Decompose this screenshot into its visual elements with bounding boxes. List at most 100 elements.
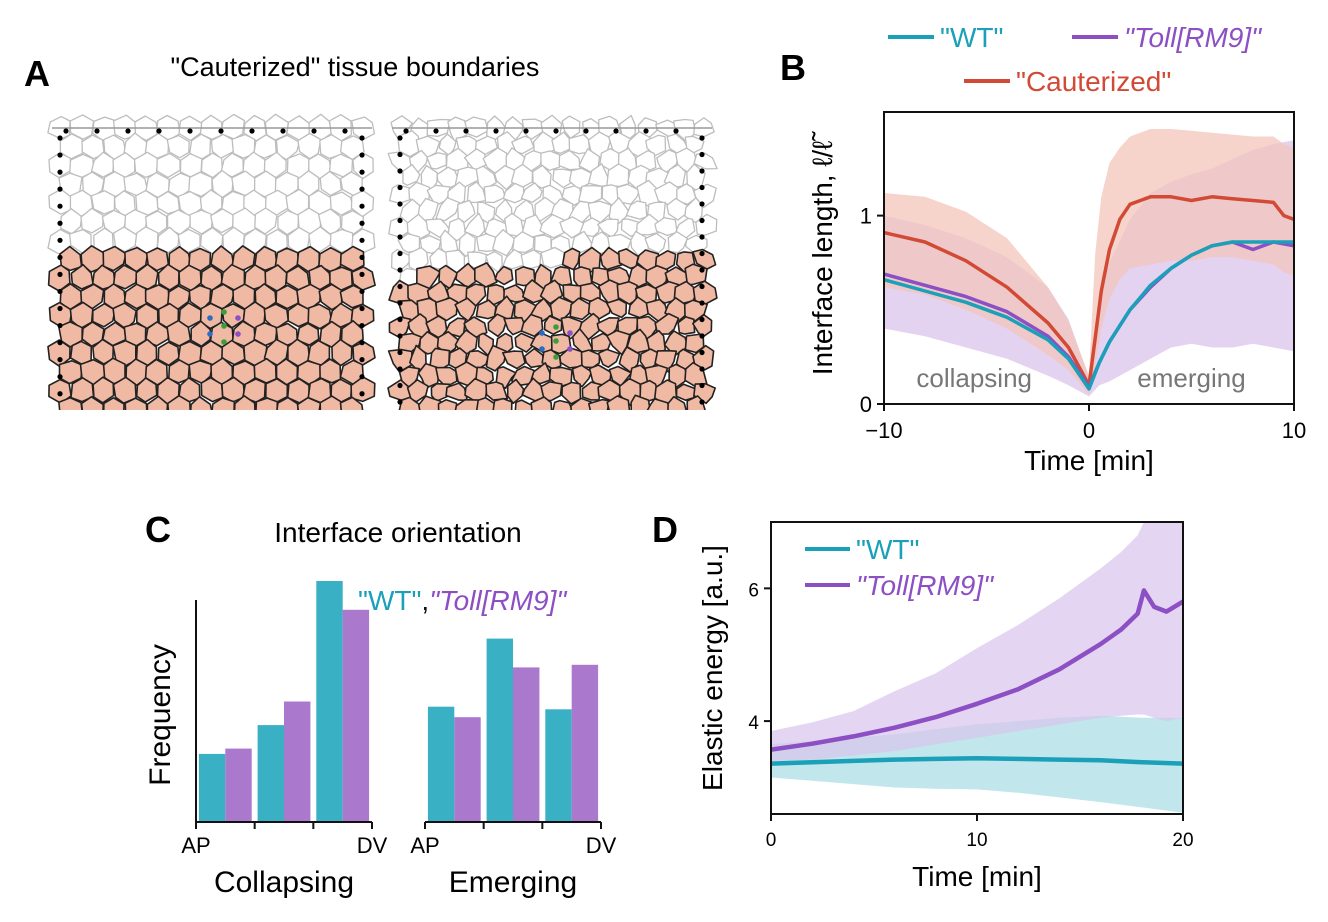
tissue-cauterized-cell — [655, 280, 680, 304]
tissue-cauterized-cell — [485, 381, 509, 401]
tissue-uncut-fixed-dot — [57, 203, 63, 209]
panel-c-legend-toll: "Toll[RM9]" — [429, 585, 567, 616]
panel-b-ylabel: Interface length, ℓ/ℓ̃ — [807, 131, 838, 375]
chart-b-clip-layer — [884, 129, 1294, 397]
tissue-uncut-cell — [200, 152, 223, 179]
tissue-cauterized-fixed-dot — [397, 168, 403, 174]
tissue-cauterized-fixed-dot — [397, 234, 403, 240]
tissue-uncut-fixed-dot — [57, 271, 63, 277]
tissue-cauterized-fixed-dot — [397, 349, 403, 356]
tissue-uncut-cell — [136, 303, 159, 330]
tissue-cauterized-cell — [445, 382, 468, 402]
panel-d-frame — [770, 521, 1184, 815]
tissue-uncut-fixed-dot — [359, 254, 365, 260]
tissue-cauterized-fixed-dot — [699, 168, 705, 174]
tissue-uncut-fixed-dot — [57, 169, 63, 175]
tissue-uncut-fixed-dot — [57, 288, 63, 295]
panel-b-letter: B — [780, 47, 806, 88]
tissue-uncut-cell — [80, 207, 104, 234]
tissue-cauterized-cell — [503, 284, 527, 303]
tissue-uncut-cell — [59, 245, 83, 272]
tissue-cauterized-cell — [539, 279, 564, 305]
chart-d-line-0 — [771, 756, 1183, 766]
tissue-cauterized-cell — [512, 231, 535, 254]
tissue-cauterized-fixed-dot — [397, 366, 403, 372]
tissue-uncut-fixed-dot — [359, 271, 365, 277]
tissue-cauterized-fixed-dot — [699, 234, 705, 240]
tissue-cauterized-cell — [418, 395, 442, 410]
tissue-cauterized-cell — [485, 344, 507, 372]
chart-c-emerging-bar-2-1 — [571, 664, 599, 822]
tissue-cauterized-cell — [597, 348, 621, 368]
tissue-uncut-fixed-dot — [359, 237, 365, 243]
tissue-uncut-cell — [90, 190, 116, 215]
tissue-cauterized-cell — [457, 199, 476, 223]
tissue-cauterized-cell — [502, 182, 525, 204]
tissue-cauterized-fixed-dot — [699, 201, 705, 207]
tissue-cauterized-cell — [520, 182, 543, 203]
tissue-cauterized-cell — [539, 213, 565, 239]
tissue-uncut-cell — [91, 302, 116, 328]
tissue-uncut-cell — [319, 358, 342, 384]
tissue-uncut-fixed-dot — [359, 220, 365, 226]
tissue-uncut-tracked-cell-marker — [221, 323, 227, 329]
tissue-uncut-cell — [92, 376, 115, 404]
panel-b-xlabel: Time [min] — [1024, 445, 1154, 476]
tissue-cauterized-tracked-cell-marker — [553, 354, 559, 360]
tissue-cauterized-cell — [435, 197, 461, 222]
tissue-uncut-fixed-dot — [57, 237, 63, 243]
tissue-uncut-fixed-dot — [57, 152, 63, 158]
chart-c-emerging-bar-0-0 — [427, 706, 455, 822]
tissue-uncut-tracked-cell-marker — [221, 309, 227, 315]
tissue-uncut-cell — [156, 152, 181, 179]
tissue-cauterized-cell — [676, 183, 697, 205]
tissue-uncut-cell — [167, 394, 191, 410]
tissue-image-uncut — [47, 113, 376, 410]
tissue-uncut-fixed-dot — [125, 128, 131, 134]
tissue-cauterized-cell — [667, 395, 687, 410]
tissue-cauterized-fixed-dot — [397, 250, 403, 257]
tissue-cauterized-fixed-dot — [699, 366, 705, 372]
tissue-uncut-cell — [124, 397, 148, 410]
tissue-uncut-cell — [339, 396, 364, 410]
tissue-cauterized-fixed-dot — [553, 128, 559, 134]
tissue-uncut-fixed-dot — [359, 288, 365, 295]
tissue-cauterized-fixed-dot — [699, 399, 705, 405]
tissue-uncut-fixed-dot — [359, 374, 365, 380]
panel-d-plot: 0 10 20 4 6 — [748, 522, 1194, 851]
tissue-uncut-fixed-dot — [57, 135, 63, 141]
chart-d-xtick-label-1: 10 — [966, 830, 987, 851]
tissue-cauterized-cell — [654, 216, 678, 237]
tissue-cauterized-cell — [458, 231, 476, 258]
tissue-cauterized-cell — [483, 184, 506, 204]
tissue-cauterized-cell — [492, 397, 513, 410]
tissue-uncut-fixed-dot — [359, 305, 365, 312]
tissue-cauterized-fixed-dot — [699, 316, 705, 323]
tissue-cauterized-fixed-dot — [699, 135, 705, 141]
tissue-cauterized-fixed-dot — [699, 217, 705, 224]
tissue-cauterized-cell — [397, 233, 421, 253]
tissue-cauterized-fixed-dot — [523, 128, 529, 134]
tissue-uncut-fixed-dot — [359, 340, 365, 346]
tissue-uncut-cell — [318, 283, 343, 311]
chart-b-line-2 — [884, 195, 1294, 387]
chart-d-line-1 — [771, 588, 1183, 752]
tissue-cauterized-fixed-dot — [403, 128, 409, 134]
legend-wt-label: "WT" — [940, 22, 1003, 53]
tissue-cauterized-cell — [494, 265, 514, 286]
chart-b-ytick-label-0: 0 — [860, 392, 872, 417]
chart-c-emerging-bar-2-0 — [545, 709, 572, 822]
tissue-uncut-fixed-dot — [249, 128, 255, 134]
panel-c-collapsing-label: Collapsing — [214, 866, 354, 899]
tissue-cauterized-fixed-dot — [397, 382, 403, 389]
tissue-uncut-fixed-dot — [63, 128, 69, 134]
tissue-uncut-cell — [189, 395, 213, 410]
tissue-cauterized-fixed-dot — [397, 283, 403, 290]
tissue-cauterized-fixed-dot — [699, 267, 705, 273]
tissue-cauterized-fixed-dot — [463, 128, 469, 134]
tissue-cauterized-tracked-cell-marker — [539, 346, 545, 352]
tissue-uncut-cell — [211, 397, 236, 410]
tissue-cauterized-cell — [630, 394, 651, 410]
panel-b-annotations: collapsing emerging — [916, 363, 1245, 393]
tissue-uncut-cell — [157, 341, 180, 367]
